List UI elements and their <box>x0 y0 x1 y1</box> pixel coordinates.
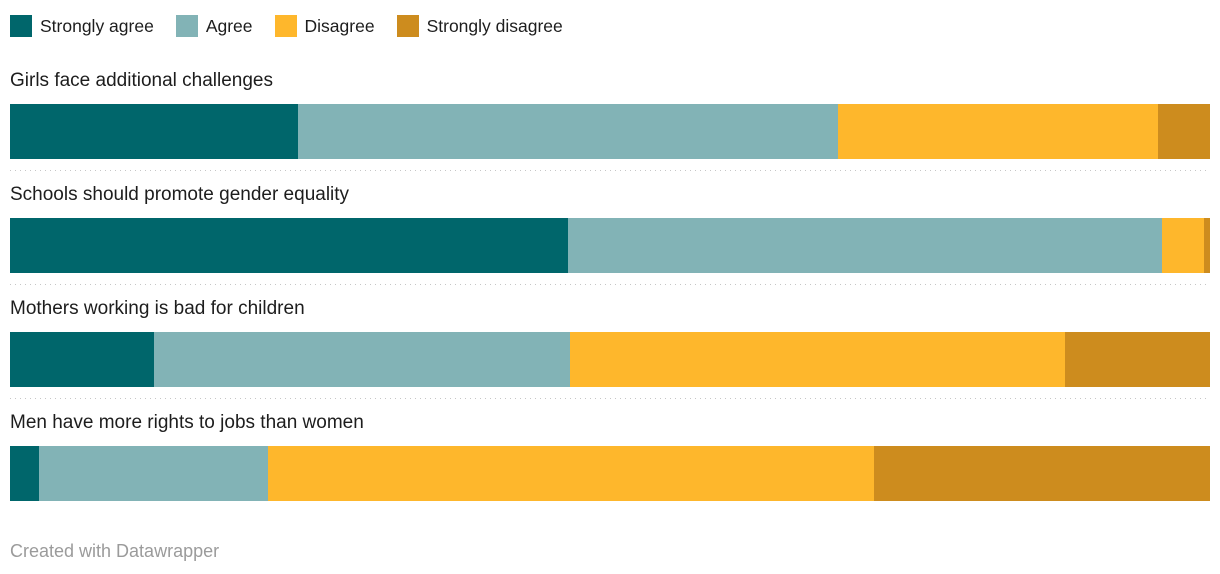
bar-segment-disagree[interactable] <box>1162 218 1204 273</box>
bar-row <box>10 104 1210 159</box>
bar-segment-strongly-disagree[interactable] <box>873 446 1210 501</box>
bar-segment-disagree[interactable] <box>267 446 874 501</box>
bar-segment-strongly-disagree[interactable] <box>1204 218 1210 273</box>
legend-swatch-strongly-agree <box>10 15 32 37</box>
bar-segment-agree[interactable] <box>568 218 1162 273</box>
legend-swatch-agree <box>175 15 198 37</box>
bar-segment-strongly-agree[interactable] <box>10 446 39 501</box>
row-label-schools-should-promote-gender-equality: Schools should promote gender equality <box>10 184 350 205</box>
row-label-girls-face-additional-challenges: Girls face additional challenges <box>10 70 273 91</box>
bar-segment-strongly-agree[interactable] <box>10 332 154 387</box>
row-label-men-have-more-rights-to-jobs-than-women: Men have more rights to jobs than women <box>10 412 364 433</box>
bar-segment-strongly-agree[interactable] <box>10 104 298 159</box>
row-label-mothers-working-is-bad-for-children: Mothers working is bad for children <box>10 298 305 319</box>
row-separator <box>10 170 1210 171</box>
bar-segment-disagree[interactable] <box>838 104 1159 159</box>
legend-item-strongly-agree: Strongly agree <box>10 15 154 37</box>
row-separator <box>10 284 1210 285</box>
bar-segment-agree[interactable] <box>38 446 268 501</box>
row-separator <box>10 398 1210 399</box>
legend-label: Agree <box>205 15 253 36</box>
stacked-bar-chart: Girls face additional challenges Schools … <box>10 69 1210 501</box>
legend-label: Strongly disagree <box>426 15 563 36</box>
bar-row <box>10 218 1210 273</box>
bar-segment-strongly-agree[interactable] <box>10 218 568 273</box>
legend-item-disagree: Disagree <box>274 15 375 37</box>
bar-segment-strongly-disagree[interactable] <box>1158 104 1210 159</box>
legend-label: Disagree <box>304 15 375 36</box>
legend-item-strongly-disagree: Strongly disagree <box>396 15 563 37</box>
legend-label: Strongly agree <box>40 15 154 36</box>
bar-segment-agree[interactable] <box>154 332 571 387</box>
bar-row <box>10 446 1210 501</box>
bar-segment-agree[interactable] <box>298 104 838 159</box>
legend-swatch-disagree <box>274 15 297 37</box>
bar-row <box>10 332 1210 387</box>
datawrapper-attribution: Created with Datawrapper <box>10 541 220 561</box>
bar-segment-disagree[interactable] <box>570 332 1065 387</box>
legend: Strongly agree Agree Disagree Strongly disa… <box>10 15 1210 37</box>
bar-segment-strongly-disagree[interactable] <box>1064 332 1210 387</box>
legend-item-agree: Agree <box>175 15 253 37</box>
legend-swatch-strongly-disagree <box>396 15 419 37</box>
